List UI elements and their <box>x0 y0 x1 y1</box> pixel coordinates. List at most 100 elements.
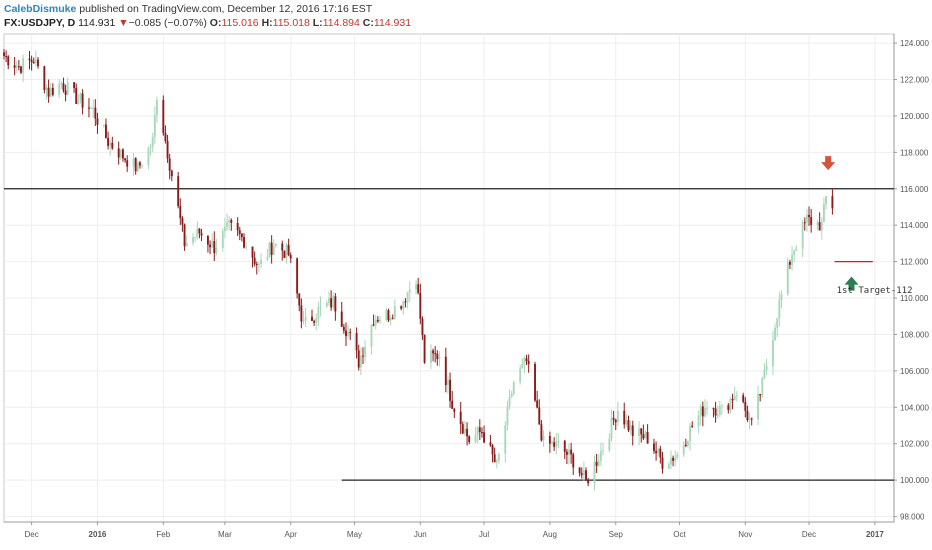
candle-body <box>15 66 18 68</box>
buy-arrow-icon[interactable] <box>844 276 859 291</box>
y-tick-label: 108.000 <box>900 330 929 339</box>
candle-body <box>423 335 426 363</box>
candle-body <box>230 220 233 223</box>
candle-body <box>49 87 52 97</box>
candle-body <box>480 432 483 434</box>
candle-body <box>304 316 307 321</box>
candle-body <box>92 107 95 109</box>
candle-body <box>771 340 774 367</box>
candle-body <box>332 296 335 308</box>
candle-body <box>691 425 694 427</box>
x-tick-label: Feb <box>156 530 170 539</box>
candle-body <box>117 148 120 158</box>
candle-body <box>109 142 112 146</box>
candle-body <box>614 419 617 423</box>
candle-body <box>657 448 660 454</box>
y-tick-label: 100.000 <box>900 476 929 485</box>
candle-body <box>778 300 781 319</box>
candle-body <box>7 56 10 66</box>
candle-body <box>300 305 303 322</box>
candle-body <box>432 350 435 354</box>
candle-body <box>223 226 226 232</box>
candle-body <box>421 318 424 336</box>
candle-body <box>330 298 333 308</box>
candle-body <box>674 457 677 461</box>
candle-body <box>340 311 343 327</box>
candle-body <box>820 221 823 231</box>
candle-body <box>268 242 271 258</box>
x-tick-label: Jun <box>414 530 427 539</box>
candle-body <box>415 284 418 290</box>
candle-body <box>466 428 469 437</box>
candle-body <box>506 406 509 426</box>
candle-body <box>374 319 377 326</box>
candle-body <box>451 400 454 409</box>
candle-body <box>260 259 262 265</box>
candle-body <box>238 230 241 234</box>
candle-body <box>712 408 715 410</box>
y-tick-label: 106.000 <box>900 367 929 376</box>
candle-body <box>608 438 611 451</box>
candle-body <box>623 410 626 425</box>
y-tick-label: 116.000 <box>900 185 929 194</box>
candle-body <box>255 263 258 265</box>
y-tick-label: 122.000 <box>900 76 929 85</box>
candle-body <box>646 432 649 444</box>
candle-body <box>602 450 604 452</box>
candle-body <box>274 243 277 246</box>
candle-body <box>627 420 630 431</box>
x-tick-label: Aug <box>543 530 557 539</box>
candle-body <box>825 196 827 204</box>
candle-body <box>45 87 48 90</box>
symbol-label[interactable]: FX:USDJPY, D <box>4 17 76 29</box>
candle-body <box>572 454 575 468</box>
candle-body <box>610 417 613 439</box>
chart-publisher-line: CalebDismuke published on TradingView.co… <box>4 3 372 15</box>
candle-body <box>257 264 260 266</box>
candle-body <box>459 411 462 425</box>
candle-body <box>595 461 598 466</box>
x-tick-label: Nov <box>738 530 752 539</box>
candle-body <box>253 257 256 264</box>
candle-body <box>831 196 834 209</box>
candle-body <box>493 454 496 463</box>
candle-body <box>147 147 150 166</box>
candle-body <box>661 457 664 469</box>
candle-body <box>689 425 692 442</box>
candle-body <box>788 262 791 265</box>
sell-arrow-icon[interactable] <box>821 156 836 171</box>
candle-body <box>631 425 634 436</box>
high-label: H: <box>261 17 273 29</box>
candle-body <box>236 222 239 231</box>
x-tick-label: Apr <box>285 530 298 539</box>
y-tick-label: 118.000 <box>900 148 929 157</box>
candle-body <box>578 467 581 474</box>
candle-body <box>716 414 719 416</box>
candle-body <box>563 440 566 452</box>
candle-body <box>735 395 738 397</box>
candle-body <box>349 332 352 334</box>
candle-body <box>703 408 706 417</box>
candle-body <box>555 441 558 447</box>
candle-body <box>582 470 585 476</box>
target-annotation-text[interactable]: 1st Target-112 <box>837 286 913 296</box>
candle-body <box>17 66 20 68</box>
candle-body <box>328 298 330 303</box>
author-name[interactable]: CalebDismuke <box>4 3 77 15</box>
high-value: 115.018 <box>272 17 310 29</box>
candle-body <box>60 83 63 85</box>
plot-area[interactable] <box>3 33 895 523</box>
candle-body <box>551 442 553 444</box>
candle-body <box>510 393 513 397</box>
candle-body <box>181 218 184 225</box>
candle-body <box>62 83 65 91</box>
candle-body <box>408 289 411 293</box>
candle-body <box>177 176 180 207</box>
candle-body <box>406 292 409 303</box>
candle-body <box>153 115 156 138</box>
candle-body <box>119 149 122 158</box>
candle-body <box>640 428 643 435</box>
candle-body <box>786 262 789 294</box>
candle-body <box>325 302 328 307</box>
